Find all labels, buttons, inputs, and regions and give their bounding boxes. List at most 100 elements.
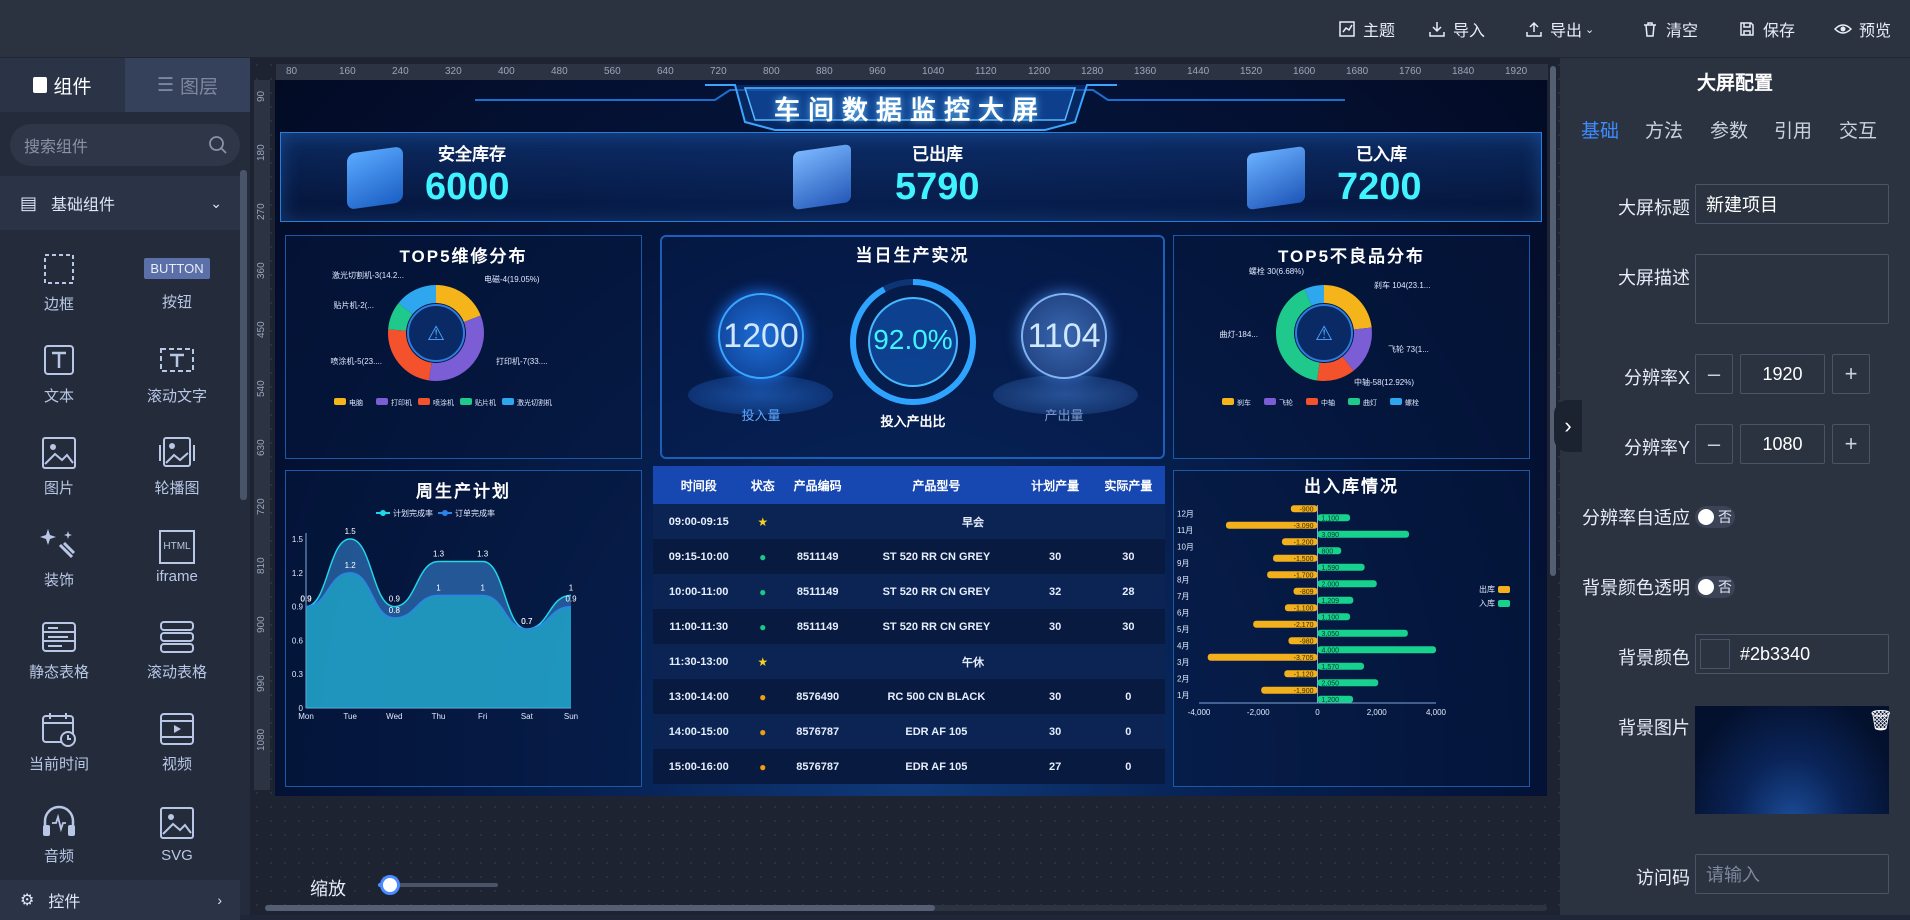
table-row[interactable]: 09:15-10:00 ● 8511149 ST 520 RR CN GREY 30 30 bbox=[653, 539, 1165, 574]
ruler-tick: 880 bbox=[816, 66, 833, 77]
component-carousel[interactable]: 轮播图 bbox=[118, 420, 236, 510]
resy-decrement-button[interactable]: – bbox=[1695, 424, 1733, 464]
component-button[interactable]: BUTTON 按钮 bbox=[118, 236, 236, 326]
bar-value-label: -1,100 bbox=[1294, 605, 1314, 612]
component-decoration[interactable]: 装饰 bbox=[0, 512, 118, 602]
code-cell: 8576787 bbox=[781, 714, 855, 749]
bgcolor-field[interactable]: #2b3340 bbox=[1695, 634, 1889, 674]
clear-button[interactable]: 清空 bbox=[1641, 0, 1698, 58]
preview-button[interactable]: 预览 bbox=[1834, 0, 1891, 58]
table-row[interactable]: 14:00-15:00 ● 8576787 EDR AF 105 30 0 bbox=[653, 714, 1165, 749]
component-scroll-table[interactable]: 滚动表格 bbox=[118, 604, 236, 694]
production-title: 当日生产实况 bbox=[855, 246, 970, 265]
code-cell: 8511149 bbox=[781, 609, 855, 644]
search-icon[interactable] bbox=[208, 135, 228, 155]
component-current-time[interactable]: 当前时间 bbox=[0, 696, 118, 786]
collapse-right-panel-button[interactable]: › bbox=[1554, 400, 1582, 452]
category-controls[interactable]: ⚙ 控件 › bbox=[0, 880, 240, 920]
bgimage-preview[interactable] bbox=[1695, 706, 1889, 814]
bar bbox=[1317, 662, 1365, 670]
tab-basic[interactable]: 基础 bbox=[1581, 121, 1620, 142]
x-tick-label: Fri bbox=[478, 712, 488, 721]
legend-swatch bbox=[1498, 586, 1510, 593]
resx-increment-button[interactable]: + bbox=[1832, 354, 1870, 394]
delete-icon[interactable]: 🗑 bbox=[1868, 710, 1894, 732]
bar-value-label: -1,120 bbox=[1294, 671, 1314, 678]
y-tick-label: 3月 bbox=[1177, 658, 1189, 667]
canvas-h-scrollbar[interactable] bbox=[265, 905, 1547, 911]
tab-methods[interactable]: 方法 bbox=[1645, 121, 1684, 142]
legend-dot bbox=[380, 510, 386, 516]
legend-label: 螺栓 bbox=[1405, 398, 1419, 407]
resx-decrement-button[interactable]: – bbox=[1695, 354, 1733, 394]
dashboard-canvas[interactable]: 车间数据监控大屏 安全库存 6000 已出库 5790 已入库 7200 TOP… bbox=[275, 80, 1547, 796]
legend-label: 电脑 bbox=[349, 398, 363, 407]
ruler-tick: 1120 bbox=[975, 66, 997, 77]
code-cell: 8576490 bbox=[781, 679, 855, 714]
tab-params[interactable]: 参数 bbox=[1710, 121, 1749, 142]
bar-value-label: 2,000 bbox=[1322, 581, 1340, 588]
component-text[interactable]: 文本 bbox=[0, 328, 118, 418]
bar-value-label: 2,050 bbox=[1322, 680, 1340, 687]
canvas-v-scrollbar[interactable] bbox=[1550, 66, 1556, 576]
table-row[interactable]: 10:00-11:00 ● 8511149 ST 520 RR CN GREY 32 28 bbox=[653, 574, 1165, 609]
zoom-slider-handle[interactable] bbox=[380, 875, 400, 895]
component-audio[interactable]: 音频 bbox=[0, 788, 118, 878]
left-scrollbar[interactable] bbox=[240, 170, 247, 500]
resx-field[interactable]: 1920 bbox=[1740, 354, 1825, 394]
legend-swatch bbox=[1222, 398, 1234, 405]
adaptive-toggle[interactable]: 否 bbox=[1695, 506, 1735, 528]
save-label: 保存 bbox=[1763, 23, 1796, 40]
zoom-slider[interactable] bbox=[378, 883, 498, 887]
component-image[interactable]: 图片 bbox=[0, 420, 118, 510]
component-scroll-text[interactable]: 滚动文字 bbox=[118, 328, 236, 418]
component-svg[interactable]: SVG bbox=[118, 788, 236, 878]
pie-label: 激光切割机-3(14.2... bbox=[332, 270, 404, 280]
tab-references[interactable]: 引用 bbox=[1774, 121, 1813, 142]
legend-swatch bbox=[1264, 398, 1276, 405]
export-button[interactable]: 导出 ⌄ bbox=[1525, 0, 1594, 58]
time-cell: 11:00-11:30 bbox=[653, 609, 745, 644]
color-swatch[interactable] bbox=[1700, 639, 1730, 669]
component-border[interactable]: 边框 bbox=[0, 236, 118, 326]
import-button[interactable]: 导入 bbox=[1428, 0, 1485, 58]
tab-layers[interactable]: ☰ 图层 bbox=[125, 58, 250, 112]
bar bbox=[1317, 629, 1408, 637]
search-input[interactable]: 搜索组件 bbox=[10, 124, 240, 166]
resy-increment-button[interactable]: + bbox=[1832, 424, 1870, 464]
data-label: 1 bbox=[436, 583, 441, 592]
toggle-knob bbox=[1698, 509, 1714, 525]
export-label: 导出 bbox=[1550, 23, 1583, 40]
screen-desc-field[interactable] bbox=[1695, 254, 1889, 324]
bar-value-label: 4,000 bbox=[1322, 647, 1340, 654]
model-cell: ST 520 RR CN GREY bbox=[854, 609, 1019, 644]
ruler-tick: 1920 bbox=[1505, 66, 1528, 77]
image-icon bbox=[42, 436, 76, 469]
bar bbox=[1281, 538, 1318, 546]
save-button[interactable]: 保存 bbox=[1738, 0, 1795, 58]
component-iframe[interactable]: HTML iframe bbox=[118, 512, 236, 602]
tab-components[interactable]: 组件 bbox=[0, 58, 125, 112]
time-cell: 10:00-11:00 bbox=[653, 574, 745, 609]
category-label: 基础组件 bbox=[51, 197, 116, 214]
table-row[interactable]: 11:00-11:30 ● 8511149 ST 520 RR CN GREY 30 30 bbox=[653, 609, 1165, 644]
transparent-toggle[interactable]: 否 bbox=[1695, 576, 1735, 598]
decoration-icon bbox=[40, 528, 76, 558]
theme-button[interactable]: 主题 bbox=[1338, 0, 1395, 58]
plan-cell: 30 bbox=[1018, 714, 1092, 749]
resy-field[interactable]: 1080 bbox=[1740, 424, 1825, 464]
table-row[interactable]: 15:00-16:00 ● 8576787 EDR AF 105 27 0 bbox=[653, 749, 1165, 784]
scroll-thumb[interactable] bbox=[265, 905, 935, 911]
component-label: 文本 bbox=[43, 387, 74, 405]
component-video[interactable]: 视频 bbox=[118, 696, 236, 786]
legend-label: 入库 bbox=[1479, 598, 1495, 608]
table-row[interactable]: 09:00-09:15 ★ 早会 bbox=[653, 504, 1165, 539]
table-row[interactable]: 11:30-13:00 ★ 午休 bbox=[653, 644, 1165, 679]
tab-interaction[interactable]: 交互 bbox=[1839, 121, 1878, 142]
screen-title-field[interactable]: 新建项目 bbox=[1695, 184, 1889, 224]
access-code-input[interactable]: 请输入 bbox=[1695, 854, 1889, 894]
scroll-text-icon bbox=[160, 347, 194, 372]
table-row[interactable]: 13:00-14:00 ● 8576490 RC 500 CN BLACK 30 0 bbox=[653, 679, 1165, 714]
component-static-table[interactable]: 静态表格 bbox=[0, 604, 118, 694]
category-basic[interactable]: ▤ 基础组件 ⌄ bbox=[0, 176, 240, 230]
